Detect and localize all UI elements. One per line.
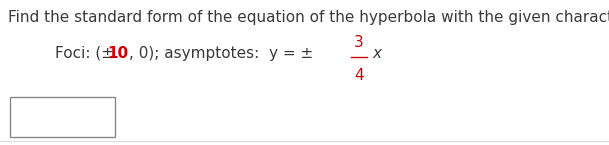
Bar	[10, 97, 115, 137]
Text: x: x	[372, 46, 381, 61]
Text: 10: 10	[107, 46, 128, 61]
Text: , 0); asymptotes:  y = ±: , 0); asymptotes: y = ±	[129, 46, 313, 61]
Text: Foci: (±: Foci: (±	[55, 46, 114, 61]
Text: Find the standard form of the equation of the hyperbola with the given character: Find the standard form of the equation o…	[8, 10, 609, 25]
Text: 3: 3	[354, 35, 364, 50]
Text: 4: 4	[354, 68, 364, 83]
